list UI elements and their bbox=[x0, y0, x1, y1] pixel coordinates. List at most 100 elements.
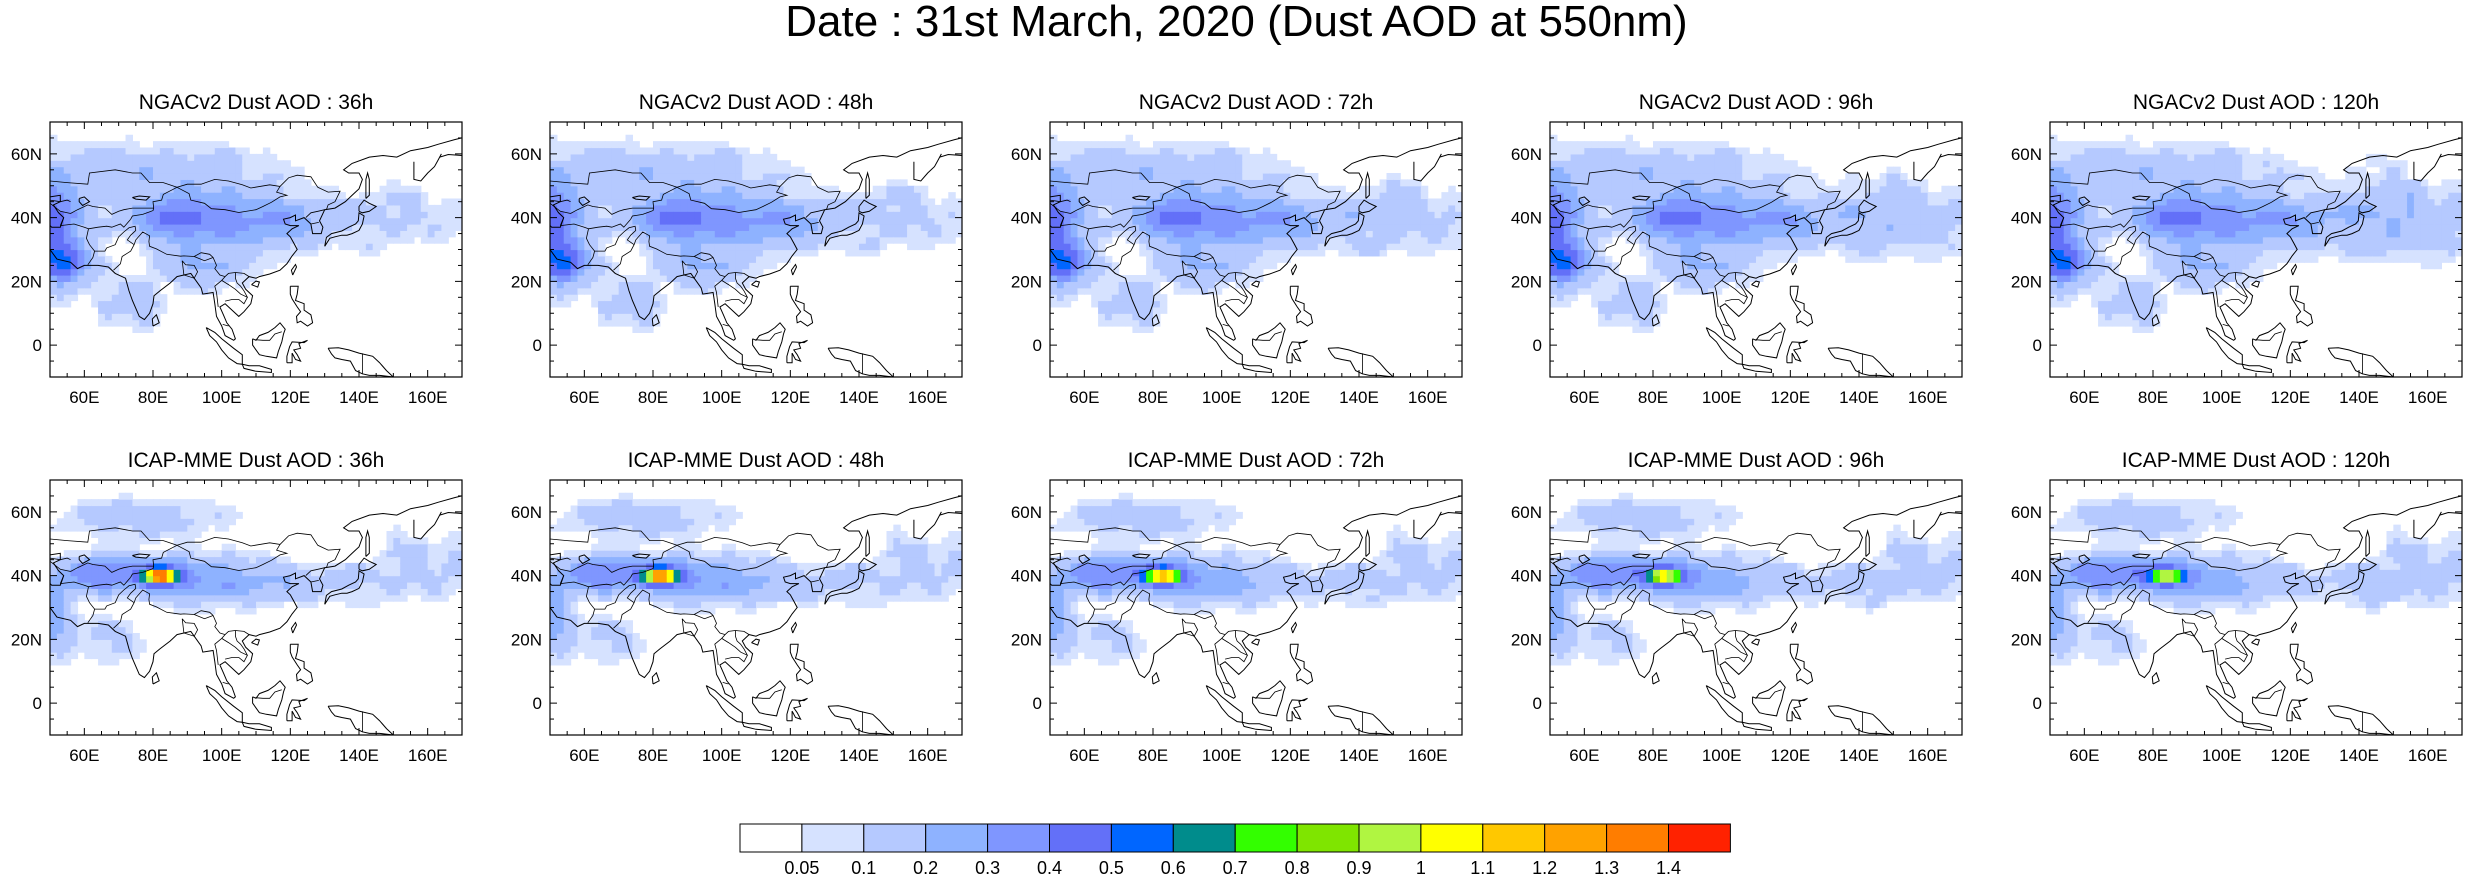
coastline bbox=[2289, 285, 2314, 327]
lat-tick-label: 0 bbox=[1033, 336, 1042, 355]
panel-title: NGACv2 Dust AOD : 72h bbox=[1138, 91, 1374, 114]
colorbar-swatch bbox=[1234, 823, 1298, 853]
coastline bbox=[327, 347, 395, 377]
lon-tick-label: 160E bbox=[1408, 746, 1448, 765]
coastline bbox=[1241, 721, 1272, 732]
lon-tick-label: 60E bbox=[1569, 388, 1599, 407]
country-border bbox=[1550, 557, 1571, 561]
coastline bbox=[1151, 671, 1160, 685]
lon-tick-label: 140E bbox=[839, 746, 879, 765]
coastline bbox=[1290, 621, 1298, 634]
lon-tick-label: 80E bbox=[138, 746, 168, 765]
country-border bbox=[1305, 209, 1325, 218]
coastline bbox=[1252, 322, 1286, 359]
country-border bbox=[1694, 614, 1714, 620]
country-border bbox=[2176, 532, 2341, 568]
country-border bbox=[2305, 567, 2325, 576]
coastline bbox=[2251, 280, 2261, 288]
colorbar-swatch bbox=[863, 823, 927, 853]
coastline bbox=[1324, 569, 1365, 605]
country-border bbox=[721, 280, 748, 305]
lon-tick-label: 140E bbox=[1339, 746, 1379, 765]
coastline bbox=[1050, 552, 1065, 586]
country-border bbox=[1060, 581, 1137, 610]
coastline bbox=[358, 557, 378, 572]
coastline bbox=[705, 685, 743, 723]
country-border bbox=[1588, 576, 1632, 588]
lat-tick-label: 0 bbox=[33, 694, 42, 713]
lon-tick-label: 60E bbox=[569, 746, 599, 765]
country-border bbox=[113, 231, 250, 278]
country-border bbox=[113, 589, 250, 636]
colorbar-swatch bbox=[1606, 823, 1669, 853]
colorbar-label: 1.4 bbox=[1656, 858, 1681, 874]
lat-tick-label: 0 bbox=[1533, 694, 1542, 713]
country-border bbox=[1694, 256, 1714, 262]
coastline bbox=[1651, 313, 1660, 327]
country-border bbox=[1714, 276, 1726, 307]
lon-tick-label: 160E bbox=[908, 388, 948, 407]
country-border bbox=[1221, 280, 1248, 305]
country-border bbox=[714, 276, 726, 307]
coastline bbox=[290, 263, 298, 276]
coastline bbox=[550, 137, 962, 341]
coastline bbox=[1790, 621, 1798, 634]
country-border bbox=[1176, 544, 1289, 571]
lat-tick-label: 0 bbox=[1033, 694, 1042, 713]
coastline bbox=[1550, 137, 1962, 341]
lon-tick-label: 120E bbox=[1770, 746, 1810, 765]
country-border bbox=[126, 230, 137, 246]
colorbar-swatch bbox=[1668, 823, 1731, 853]
coastline bbox=[1913, 511, 1942, 540]
coastline bbox=[78, 554, 91, 565]
lat-tick-label: 60N bbox=[1511, 145, 1542, 164]
country-border bbox=[50, 527, 178, 546]
map-panel: ICAP-MME Dust AOD : 120h 60E 80E 100E 120E 14… bbox=[1995, 450, 2473, 795]
coastline bbox=[651, 671, 660, 685]
country-border bbox=[1587, 608, 1595, 624]
coastline bbox=[1286, 697, 1308, 722]
coastline bbox=[1632, 195, 1651, 201]
coastline bbox=[2050, 552, 2065, 586]
lon-tick-label: 60E bbox=[1069, 746, 1099, 765]
panel-title: NGACv2 Dust AOD : 120h bbox=[2132, 91, 2380, 114]
lon-tick-label: 120E bbox=[1770, 388, 1810, 407]
coastline bbox=[78, 196, 91, 207]
lon-tick-label: 100E bbox=[202, 746, 242, 765]
lon-tick-label: 80E bbox=[1638, 746, 1668, 765]
lon-tick-label: 60E bbox=[69, 746, 99, 765]
coastline bbox=[751, 280, 761, 288]
lat-tick-label: 40N bbox=[1011, 567, 1042, 586]
lat-tick-label: 60N bbox=[511, 503, 542, 522]
country-border bbox=[1222, 324, 1229, 327]
map-plot: 60E 80E 100E 120E 140E 160E 0 20N 40N 60N bbox=[511, 121, 963, 407]
coastline bbox=[205, 327, 243, 365]
country-border bbox=[2050, 169, 2178, 188]
country-border bbox=[722, 324, 729, 327]
coastline bbox=[1858, 557, 1878, 572]
country-border bbox=[2050, 560, 2154, 573]
country-border bbox=[59, 575, 65, 584]
colorbar-swatch bbox=[1482, 823, 1546, 853]
country-border bbox=[1587, 250, 1595, 266]
country-border bbox=[1550, 202, 1654, 215]
country-border bbox=[59, 217, 65, 226]
colorbar-label: 1.3 bbox=[1594, 858, 1619, 874]
coastline bbox=[1789, 285, 1814, 327]
map-plot: 60E 80E 100E 120E 140E 160E 0 20N 40N 60N bbox=[511, 479, 963, 765]
lon-tick-label: 100E bbox=[2202, 388, 2242, 407]
country-border bbox=[2060, 223, 2137, 252]
panel-title: NGACv2 Dust AOD : 96h bbox=[1638, 91, 1874, 114]
lon-tick-label: 120E bbox=[270, 388, 310, 407]
coastline bbox=[550, 552, 565, 586]
country-border bbox=[694, 614, 714, 620]
coastline bbox=[132, 195, 151, 201]
country-border bbox=[735, 272, 748, 298]
country-border bbox=[60, 223, 137, 252]
coastline bbox=[939, 511, 962, 516]
coastline bbox=[324, 211, 365, 247]
country-border bbox=[222, 682, 229, 685]
country-border bbox=[714, 634, 726, 665]
country-border bbox=[176, 544, 289, 571]
lon-tick-label: 140E bbox=[1839, 388, 1879, 407]
